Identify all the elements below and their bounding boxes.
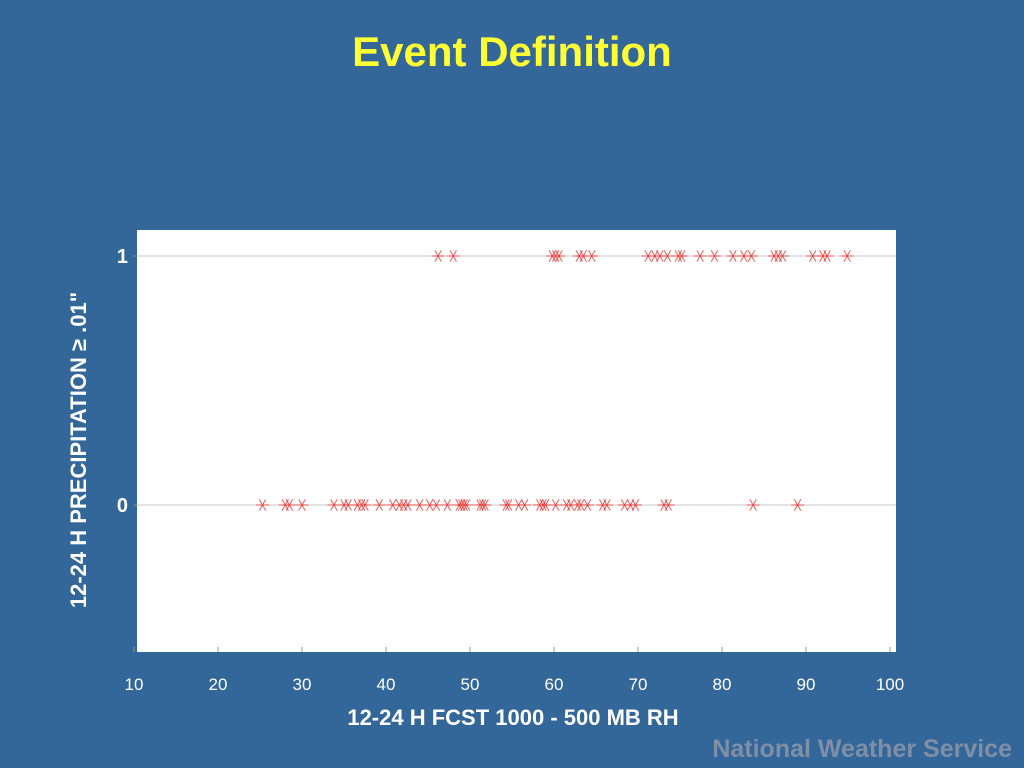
- y-tick-label: 0: [117, 495, 128, 517]
- data-point: [693, 250, 707, 262]
- x-tick-label: 90: [797, 675, 816, 694]
- data-point: [661, 499, 675, 511]
- x-tick-label: 100: [876, 675, 904, 694]
- data-point: [820, 250, 834, 262]
- data-point: [518, 499, 532, 511]
- data-point: [460, 499, 474, 511]
- data-point: [295, 499, 309, 511]
- data-point: [372, 499, 386, 511]
- data-point: [581, 499, 595, 511]
- data-point: [726, 250, 740, 262]
- data-point: [552, 250, 566, 262]
- x-tick-label: 60: [545, 675, 564, 694]
- data-point: [431, 250, 445, 262]
- x-tick-label: 30: [293, 675, 312, 694]
- data-point: [707, 250, 721, 262]
- data-point: [478, 499, 492, 511]
- data-point: [840, 250, 854, 262]
- data-point: [791, 499, 805, 511]
- data-point: [600, 499, 614, 511]
- x-tick-label: 10: [125, 675, 144, 694]
- data-point: [675, 250, 689, 262]
- data-point: [358, 499, 372, 511]
- y-tick-label: 1: [117, 246, 128, 268]
- x-axis-title: 12-24 H FCST 1000 - 500 MB RH: [347, 705, 678, 730]
- data-point: [440, 499, 454, 511]
- x-tick-label: 20: [209, 675, 228, 694]
- data-point: [282, 499, 296, 511]
- data-point: [628, 499, 642, 511]
- x-tick-label: 80: [713, 675, 732, 694]
- data-points: [256, 250, 854, 511]
- data-point: [429, 499, 443, 511]
- data-point: [549, 499, 563, 511]
- data-point: [401, 499, 415, 511]
- y-axis-ticks: 01: [117, 246, 137, 517]
- data-point: [585, 250, 599, 262]
- slide-title: Event Definition: [352, 28, 672, 75]
- y-axis-title: 12-24 H PRECIPITATION ≥ .01": [66, 292, 91, 608]
- x-tick-label: 70: [629, 675, 648, 694]
- data-point: [775, 250, 789, 262]
- x-tick-label: 40: [377, 675, 396, 694]
- data-point: [446, 250, 460, 262]
- footer-brand: National Weather Service: [712, 735, 1012, 763]
- data-point: [660, 250, 674, 262]
- x-tick-label: 50: [461, 675, 480, 694]
- x-axis-ticks: 10 20 30 40 50 60 70 80 90 100: [125, 647, 904, 694]
- data-point: [256, 499, 270, 511]
- data-point: [746, 499, 760, 511]
- data-point: [744, 250, 758, 262]
- plot-area: [137, 230, 896, 652]
